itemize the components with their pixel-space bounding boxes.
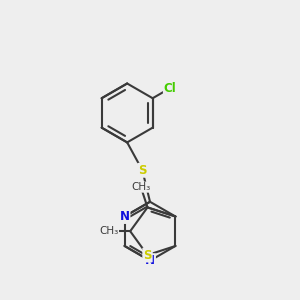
Text: CH₃: CH₃	[131, 182, 151, 192]
Text: CH₃: CH₃	[99, 226, 119, 236]
Text: S: S	[143, 248, 152, 262]
Text: Cl: Cl	[164, 82, 177, 94]
Text: N: N	[145, 254, 155, 267]
Text: S: S	[138, 164, 147, 177]
Text: N: N	[119, 210, 130, 223]
